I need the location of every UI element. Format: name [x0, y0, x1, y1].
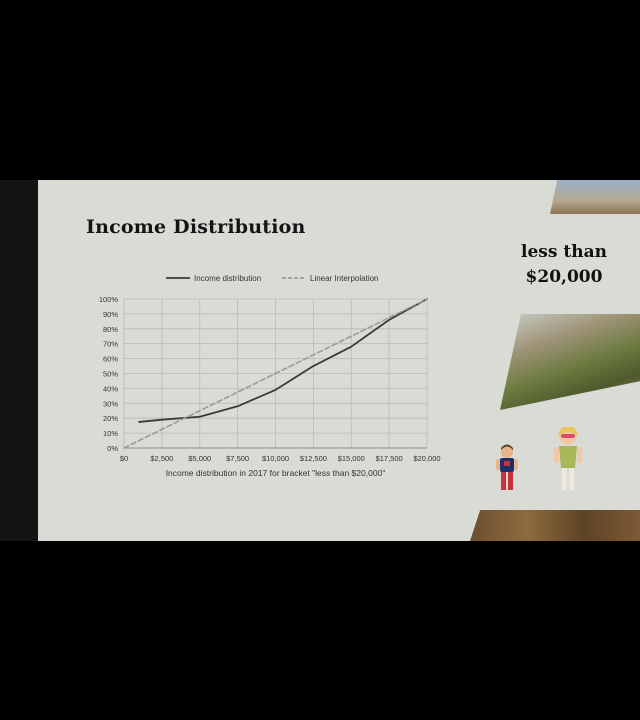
linear-interpolation-line	[123, 298, 428, 449]
legend-label: Income distribution	[194, 274, 261, 283]
y-tick-label: 60%	[103, 355, 118, 364]
x-tick-label: $10,000	[262, 454, 289, 463]
side-caption: less than $20,000	[508, 240, 620, 290]
x-axis-label: Income distribution in 2017 for bracket …	[166, 468, 386, 478]
x-tick-label: $0	[120, 454, 128, 463]
y-tick-label: 50%	[103, 370, 118, 379]
side-caption-line2: $20,000	[525, 267, 603, 287]
rubble-photo-bottom	[470, 510, 640, 541]
y-tick-label: 90%	[103, 310, 118, 319]
x-tick-label: $7,500	[226, 454, 249, 463]
legend-label: Linear Interpolation	[310, 274, 379, 283]
y-tick-label: 80%	[103, 325, 118, 334]
income-distribution-chart: 0% 10% 20% 30% 40% 50% 60% 70% 80% 90% 100% $0 $2,50…	[99, 274, 441, 478]
y-tick-label: 100%	[99, 295, 119, 304]
side-caption-line1: less than	[521, 242, 607, 262]
projector-shadow	[0, 180, 38, 541]
slide-title: Income Distribution	[86, 216, 306, 238]
presentation-slide: Income Distribution 0% 10% 20% 30% 40% 50% 60%…	[38, 180, 640, 541]
x-tick-label: $5,000	[188, 454, 211, 463]
x-tick-label: $15,000	[338, 454, 365, 463]
building-photo-top	[550, 180, 640, 214]
y-tick-label: 40%	[103, 384, 118, 393]
x-tick-label: $2,500	[150, 454, 173, 463]
y-tick-label: 10%	[103, 429, 118, 438]
x-tick-label: $12,500	[300, 454, 327, 463]
y-tick-label: 20%	[103, 414, 118, 423]
x-tick-label: $17,500	[376, 454, 403, 463]
x-tick-label: $20,000	[413, 454, 440, 463]
toy-figure-boy	[496, 444, 518, 490]
toy-figure-girl	[554, 426, 582, 490]
y-tick-label: 30%	[103, 399, 118, 408]
y-tick-label: 70%	[103, 340, 118, 349]
y-tick-label: 0%	[107, 444, 118, 453]
